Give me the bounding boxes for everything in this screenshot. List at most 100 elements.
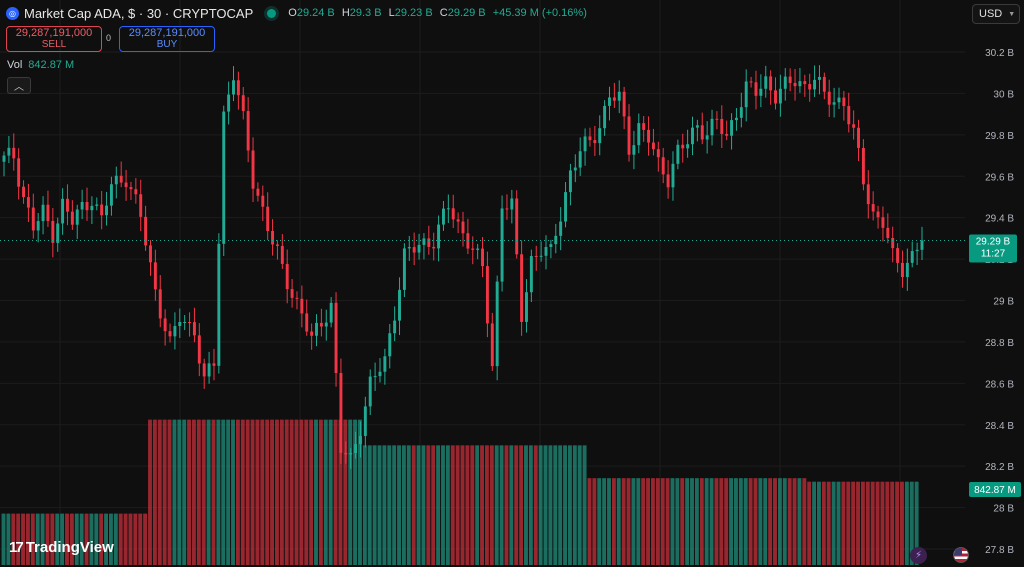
candle-body <box>739 107 743 118</box>
candle-body <box>476 248 480 250</box>
volume-bar <box>294 419 299 565</box>
volume-bar <box>738 478 743 565</box>
volume-bar <box>787 478 792 565</box>
volume-bar <box>802 478 807 565</box>
candle-body <box>246 111 250 151</box>
volume-bar <box>846 481 851 565</box>
y-tick-label: 29.6 B <box>985 172 1014 183</box>
volume-bar <box>138 513 143 565</box>
volume-bar <box>94 513 99 565</box>
candle-body <box>681 144 685 149</box>
candle-body <box>920 240 924 250</box>
candle-body <box>725 133 729 136</box>
sell-price: 29,287,191,000 <box>15 27 93 39</box>
volume-bar <box>607 478 611 565</box>
y-tick-label: 30 B <box>993 89 1014 100</box>
candle-body <box>827 91 831 105</box>
volume-bar <box>387 445 392 565</box>
volume-bar <box>719 478 724 565</box>
currency-select[interactable]: USD ▼ <box>972 4 1020 24</box>
volume-legend-label[interactable]: Vol <box>7 59 23 71</box>
candle-body <box>80 202 84 210</box>
y-tick-label: 29 B <box>993 297 1014 308</box>
volume-bar <box>514 445 519 565</box>
candle-body <box>525 292 528 322</box>
collapse-legend-button[interactable]: ︿ <box>7 77 31 94</box>
candle-body <box>808 84 812 90</box>
volume-bar <box>21 513 25 565</box>
candle-body <box>290 289 294 298</box>
ohlc-low: 29.23 B <box>394 7 433 19</box>
volume-bar <box>289 419 294 565</box>
volume-legend: Vol 842.87 M <box>7 59 74 71</box>
volume-bar <box>84 513 89 565</box>
candle-body <box>627 116 631 155</box>
candle-body <box>363 406 367 436</box>
candle-body <box>383 356 387 372</box>
volume-bar <box>104 513 109 565</box>
tradingview-logo[interactable]: 17 TradingView <box>9 539 114 556</box>
volume-bar <box>524 445 528 565</box>
volume-bar <box>196 419 201 565</box>
volume-bar <box>191 419 196 565</box>
candle-body <box>461 221 465 234</box>
volume-bar <box>79 513 84 565</box>
candle-body <box>871 204 875 212</box>
candle-body <box>588 136 592 141</box>
candle-body <box>26 197 30 208</box>
volume-bar <box>587 478 592 565</box>
volume-bar <box>909 481 914 565</box>
volume-bar <box>685 478 690 565</box>
volume-bar <box>797 478 802 565</box>
volume-bar <box>558 445 563 565</box>
candle-body <box>544 247 548 256</box>
volume-bar <box>670 478 675 565</box>
candle-body <box>192 322 196 336</box>
candle-body <box>901 262 904 278</box>
candle-body <box>539 255 543 257</box>
volume-bar <box>397 445 401 565</box>
volume-bar <box>177 419 182 565</box>
coin-icon[interactable]: ◎ <box>6 6 19 20</box>
candle-body <box>236 80 240 96</box>
us-flag-icon[interactable] <box>953 547 969 563</box>
candle-body <box>451 208 455 220</box>
volume-bar <box>817 481 821 565</box>
volume-bar <box>699 478 704 565</box>
volume-bar <box>284 419 289 565</box>
volume-bar <box>304 419 309 565</box>
y-tick-label: 28.6 B <box>985 379 1014 390</box>
volume-bar <box>50 513 55 565</box>
volume-bar <box>543 445 548 565</box>
candle-body <box>275 244 279 246</box>
candle-body <box>642 123 646 130</box>
volume-bar <box>509 445 514 565</box>
buy-price: 29,287,191,000 <box>128 27 206 39</box>
candle-body <box>407 247 411 249</box>
candle-body <box>41 204 45 222</box>
candle-body <box>559 221 563 236</box>
candle-body <box>778 88 782 104</box>
volume-bar <box>777 478 782 565</box>
candle-body <box>324 322 328 327</box>
volume-bar <box>182 419 187 565</box>
ohlc-h-label: H <box>341 7 350 19</box>
volume-bar <box>665 478 670 565</box>
candle-body <box>822 76 826 92</box>
volume-bar <box>763 478 768 565</box>
volume-bar <box>123 513 128 565</box>
candle-body <box>134 189 138 195</box>
volume-bar <box>270 419 275 565</box>
buy-button[interactable]: 29,287,191,000 BUY <box>119 26 215 52</box>
candle-body <box>358 435 362 445</box>
candle-body <box>573 167 577 171</box>
volume-bar <box>358 419 362 565</box>
symbol-title[interactable]: Market Cap ADA, $ · 30 · CRYPTOCAP <box>24 5 254 21</box>
sell-button[interactable]: 29,287,191,000 SELL <box>6 26 102 52</box>
buy-label: BUY <box>156 39 178 50</box>
candle-body <box>910 251 914 263</box>
lightning-icon[interactable]: ⚡ <box>910 547 927 564</box>
volume-bar <box>216 419 221 565</box>
volume-bar <box>89 513 94 565</box>
